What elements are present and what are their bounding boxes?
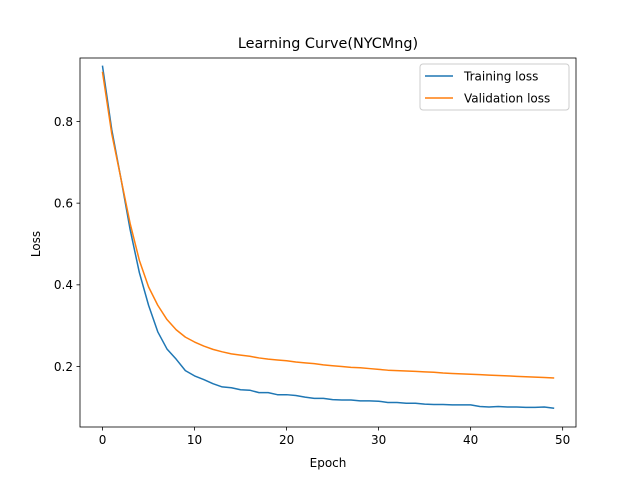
y-tick-label: 0.4: [54, 278, 73, 292]
y-tick-label: 0.2: [54, 360, 73, 374]
x-axis-label: Epoch: [310, 456, 347, 470]
x-tick-label: 50: [555, 433, 570, 447]
chart-title: Learning Curve(NYCMng): [238, 36, 418, 52]
y-axis-label: Loss: [29, 231, 43, 257]
legend-box: [419, 63, 570, 111]
x-tick-label: 30: [371, 433, 386, 447]
plot-area: [79, 57, 577, 428]
x-tick-label: 10: [187, 433, 202, 447]
y-tick-label: 0.6: [54, 196, 73, 210]
y-tick-label: 0.8: [54, 115, 73, 129]
legend-label: Training loss: [463, 69, 538, 83]
x-tick-label: 20: [279, 433, 294, 447]
series-line-validation: [101, 71, 555, 379]
x-tick-label: 0: [99, 433, 107, 447]
legend-label: Validation loss: [464, 91, 550, 105]
x-tick-label: 40: [463, 433, 478, 447]
legend: Training loss Validation loss: [419, 63, 570, 111]
series-line-training: [101, 65, 555, 410]
axis-ticks: 0 10 20 30 40 50 0.2 0.4 0.6 0.8: [54, 115, 570, 447]
axes-frame: [79, 57, 577, 428]
